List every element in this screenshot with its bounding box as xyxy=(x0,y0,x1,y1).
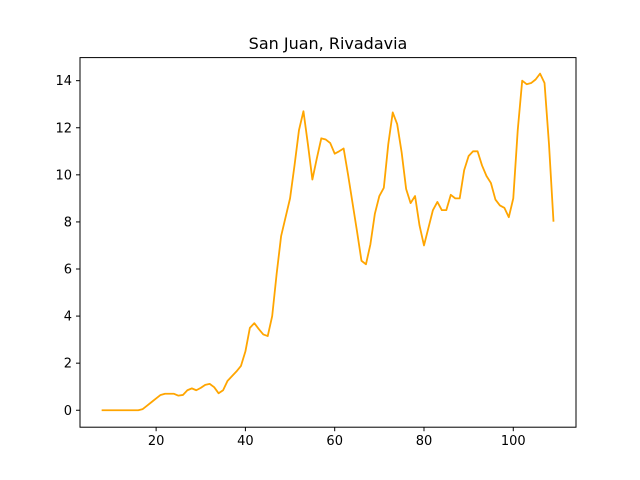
x-tick-label: 40 xyxy=(237,434,254,449)
y-tick-label: 6 xyxy=(64,263,72,278)
y-tick-label: 10 xyxy=(55,168,72,183)
y-tick-label: 2 xyxy=(64,357,72,372)
x-tick-label: 100 xyxy=(501,434,526,449)
y-tick-label: 4 xyxy=(64,310,72,325)
series-line xyxy=(101,72,555,412)
x-tick-label: 80 xyxy=(416,434,433,449)
plot-frame xyxy=(79,57,577,428)
y-tick-label: 0 xyxy=(64,404,72,419)
y-tick-label: 12 xyxy=(55,121,72,136)
x-tick-label: 60 xyxy=(326,434,343,449)
y-axis: 0 2 4 6 8 10 12 14 xyxy=(55,74,80,419)
y-tick-label: 8 xyxy=(64,215,72,230)
chart-title: San Juan, Rivadavia xyxy=(249,34,408,53)
x-axis: 20 40 60 80 100 xyxy=(148,427,526,449)
x-tick-label: 20 xyxy=(148,434,165,449)
y-tick-label: 14 xyxy=(55,74,72,89)
